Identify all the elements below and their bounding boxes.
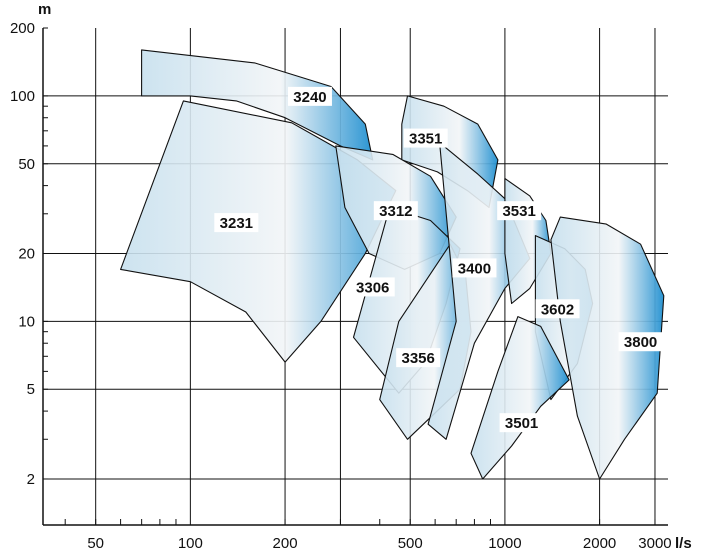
- pump-label-bg: [499, 413, 544, 433]
- pump-label-text: 3312: [379, 203, 412, 220]
- pump-labels: 3240 3351 3231 3312 3306 3356 3400 3531 3602 3800…: [214, 86, 663, 433]
- pump-label-3356: 3356: [396, 348, 441, 368]
- y-tick-label: 100: [10, 88, 35, 105]
- pump-label-3312: 3312: [373, 201, 418, 221]
- pump-curve-3501: [470, 316, 570, 480]
- pump-label-text: 3231: [220, 215, 253, 232]
- y-tick-label: 10: [18, 313, 35, 330]
- pump-label-3351: 3351: [403, 128, 448, 148]
- pump-label-bg: [214, 213, 259, 233]
- x-tick-label: 50: [87, 535, 104, 550]
- pump-label-bg: [350, 277, 395, 297]
- y-tick-label: 2: [27, 471, 35, 488]
- x-tick-label: 2000: [583, 535, 616, 550]
- pump-label-3231: 3231: [214, 213, 259, 233]
- y-tick-label: 50: [18, 156, 35, 173]
- pump-curve-3240: [141, 49, 374, 161]
- pump-label-text: 3531: [502, 203, 535, 220]
- y-unit-label: m: [38, 1, 51, 18]
- x-tick-label: 200: [273, 535, 298, 550]
- pump-label-bg: [497, 201, 542, 221]
- pump-curve-3800: [550, 216, 665, 480]
- y-tick-label: 200: [10, 20, 35, 37]
- x-tick-label: 100: [178, 535, 203, 550]
- pump-label-text: 3351: [409, 131, 442, 148]
- y-tick-label: 20: [18, 245, 35, 262]
- tick-labels: 50 100 200 500 1000 2000 3000 2 5 10 20 50 100 200: [10, 20, 672, 550]
- axes: [42, 27, 668, 526]
- pump-label-3501: 3501: [499, 413, 544, 433]
- pump-curves: [120, 49, 665, 480]
- pump-label-text: 3400: [458, 260, 491, 277]
- pump-label-bg: [618, 332, 663, 352]
- x-unit-label: l/s: [675, 535, 692, 550]
- pump-label-text: 3356: [401, 350, 434, 367]
- y-tick-label: 5: [27, 381, 35, 398]
- pump-label-3306: 3306: [350, 277, 395, 297]
- pump-label-bg: [287, 86, 332, 106]
- pump-label-text: 3800: [624, 334, 657, 351]
- pump-label-text: 3501: [505, 415, 538, 432]
- pump-label-3602: 3602: [535, 299, 580, 319]
- pump-label-bg: [396, 348, 441, 368]
- pump-label-bg: [403, 128, 448, 148]
- pump-label-bg: [373, 201, 418, 221]
- pump-label-3400: 3400: [452, 258, 497, 278]
- pump-label-bg: [452, 258, 497, 278]
- pump-label-bg: [535, 299, 580, 319]
- x-tick-label: 500: [398, 535, 423, 550]
- pump-label-3531: 3531: [497, 201, 542, 221]
- x-tick-label: 3000: [638, 535, 671, 550]
- x-tick-label: 1000: [488, 535, 521, 550]
- pump-label-text: 3602: [541, 301, 574, 318]
- pump-label-text: 3240: [293, 89, 326, 106]
- pump-label-3240: 3240: [287, 86, 332, 106]
- pump-label-3800: 3800: [618, 332, 663, 352]
- pump-label-text: 3306: [356, 279, 389, 296]
